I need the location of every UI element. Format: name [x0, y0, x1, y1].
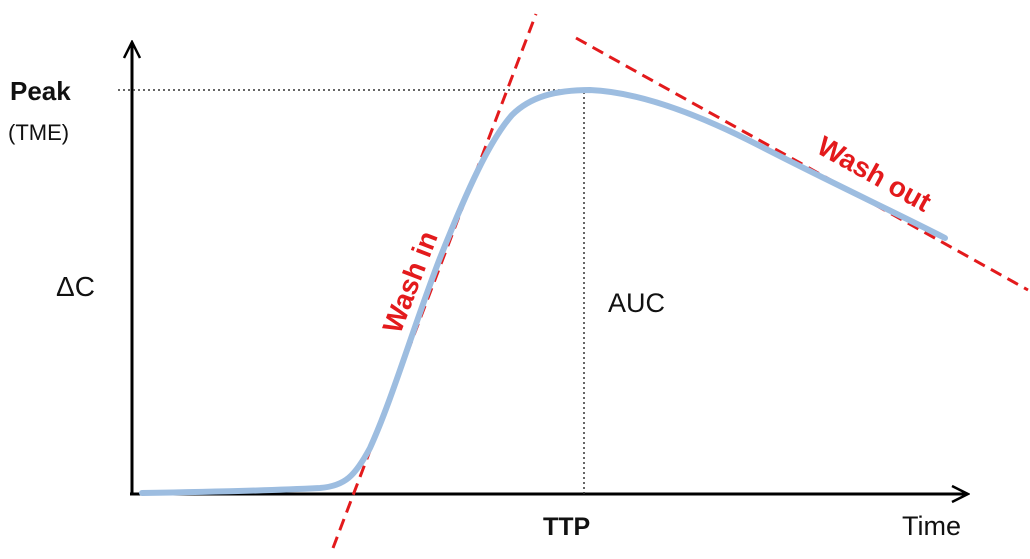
y-axis-label: ΔC [56, 271, 95, 302]
ttp-label: TTP [543, 513, 590, 541]
auc-label: AUC [608, 288, 665, 318]
peak-label: Peak [10, 76, 71, 106]
enhancement-curve [139, 86, 948, 496]
peak-sub-label: (TME) [8, 120, 69, 145]
x-axis-label: Time [902, 511, 961, 541]
